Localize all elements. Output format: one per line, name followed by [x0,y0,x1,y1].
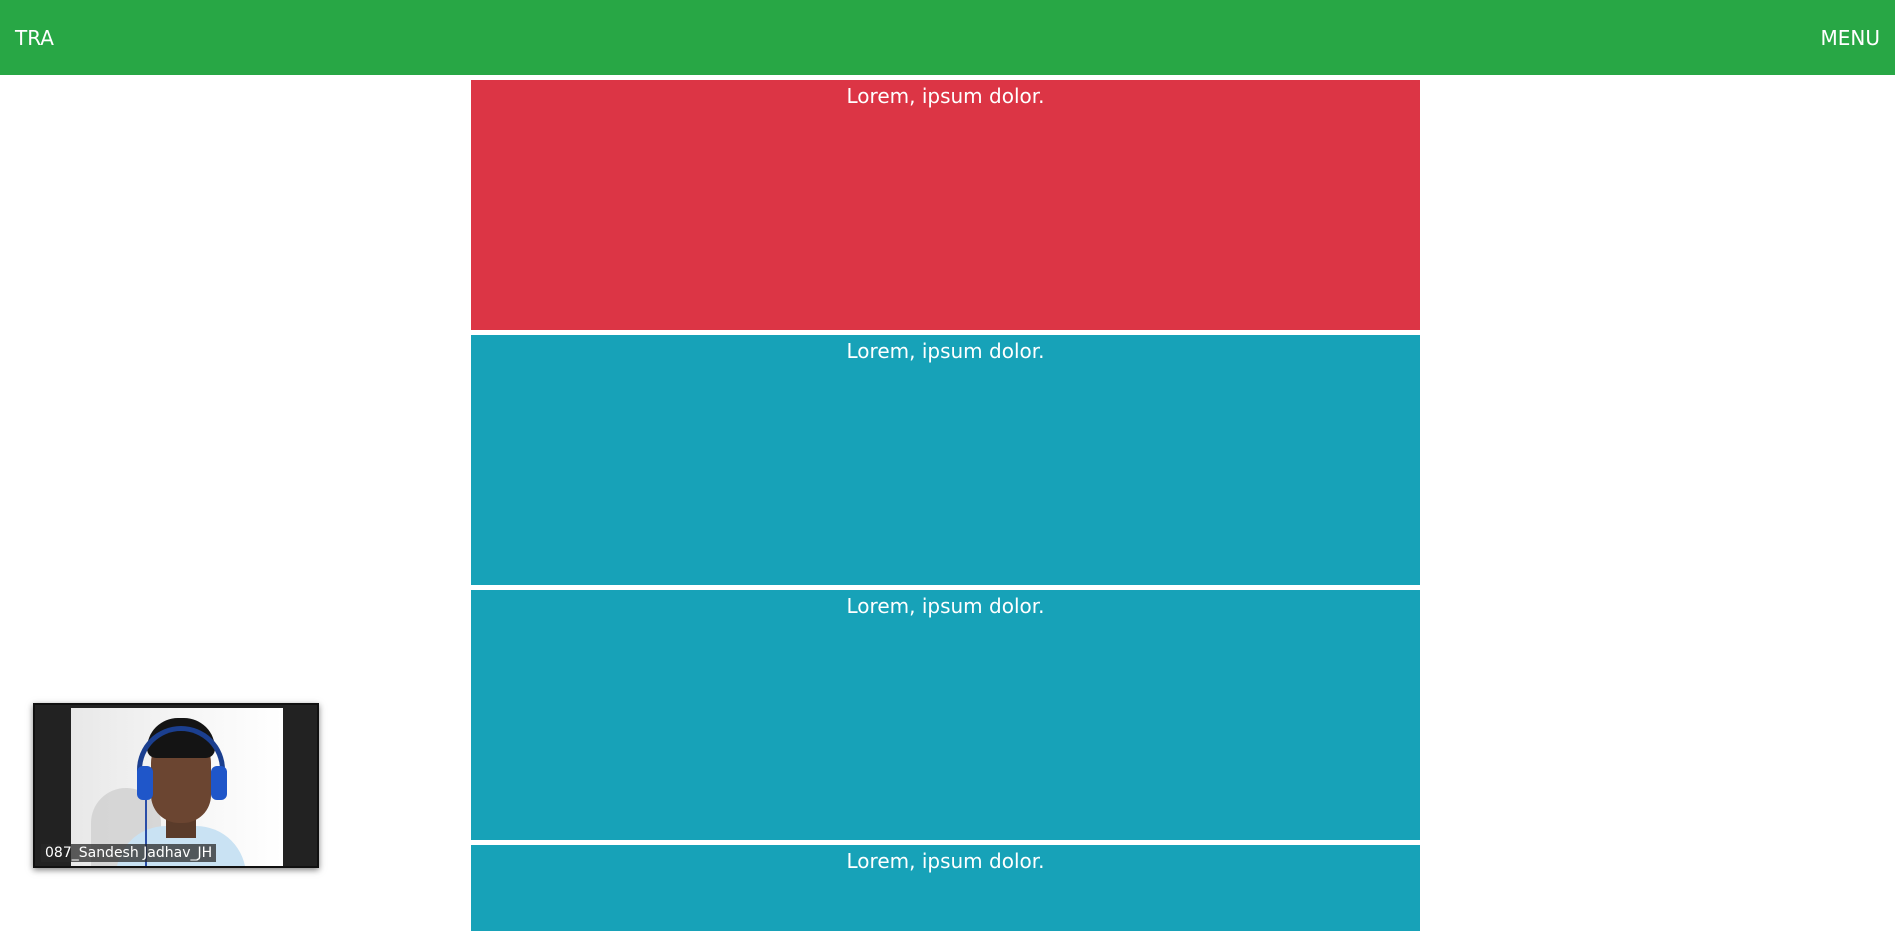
content-block-3: Lorem, ipsum dolor. [471,590,1420,840]
main-content: Lorem, ipsum dolor. Lorem, ipsum dolor. … [471,80,1420,931]
content-block-text: Lorem, ipsum dolor. [846,84,1045,108]
content-block-text: Lorem, ipsum dolor. [846,339,1045,363]
participant-name-label: 087_Sandesh Jadhav_JH [41,844,217,862]
content-block-1: Lorem, ipsum dolor. [471,80,1420,330]
content-block-4: Lorem, ipsum dolor. [471,845,1420,931]
participant-video-feed [71,708,283,866]
content-block-text: Lorem, ipsum dolor. [846,849,1045,873]
headphones-left-icon [137,766,153,800]
content-block-text: Lorem, ipsum dolor. [846,594,1045,618]
content-block-2: Lorem, ipsum dolor. [471,335,1420,585]
menu-button[interactable]: MENU [1820,25,1881,50]
brand-logo-text[interactable]: TRA [15,25,54,50]
headphones-cord [145,800,147,866]
top-navbar: TRA MENU [0,0,1895,75]
headphones-right-icon [211,766,227,800]
video-call-thumbnail[interactable]: 087_Sandesh Jadhav_JH [33,703,319,868]
